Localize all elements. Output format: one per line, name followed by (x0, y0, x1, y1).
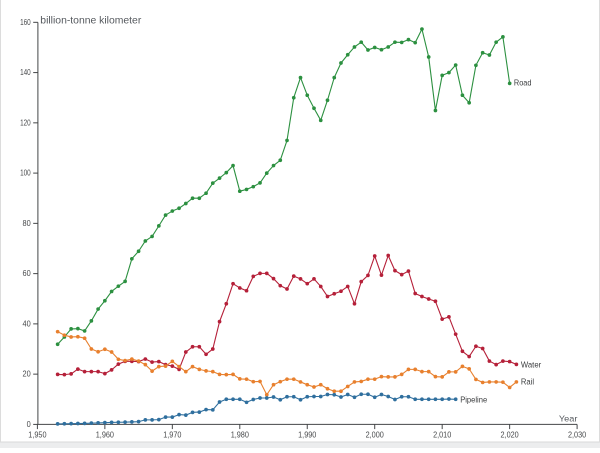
svg-text:80: 80 (23, 219, 32, 228)
svg-text:Rail: Rail (521, 376, 534, 386)
svg-text:Year: Year (559, 413, 578, 423)
svg-text:140: 140 (20, 68, 31, 77)
svg-text:Pipeline: Pipeline (460, 394, 487, 404)
svg-text:120: 120 (20, 118, 31, 127)
svg-text:160: 160 (20, 18, 31, 27)
svg-text:1,950: 1,950 (28, 430, 47, 439)
svg-text:billion-tonne kilometer: billion-tonne kilometer (40, 15, 142, 26)
svg-text:40: 40 (23, 319, 32, 328)
svg-text:2,010: 2,010 (433, 430, 452, 439)
svg-text:Road: Road (514, 78, 532, 88)
svg-text:Water: Water (521, 359, 541, 369)
svg-text:1,980: 1,980 (231, 430, 250, 439)
svg-text:2,030: 2,030 (568, 430, 587, 439)
svg-text:2,020: 2,020 (501, 430, 520, 439)
svg-text:0: 0 (27, 420, 31, 429)
svg-text:1,960: 1,960 (96, 430, 115, 439)
svg-text:60: 60 (23, 269, 32, 278)
svg-text:100: 100 (20, 169, 31, 178)
svg-text:1,970: 1,970 (163, 430, 182, 439)
svg-text:2,000: 2,000 (366, 430, 385, 439)
svg-text:20: 20 (23, 370, 32, 379)
svg-text:1,990: 1,990 (298, 430, 317, 439)
